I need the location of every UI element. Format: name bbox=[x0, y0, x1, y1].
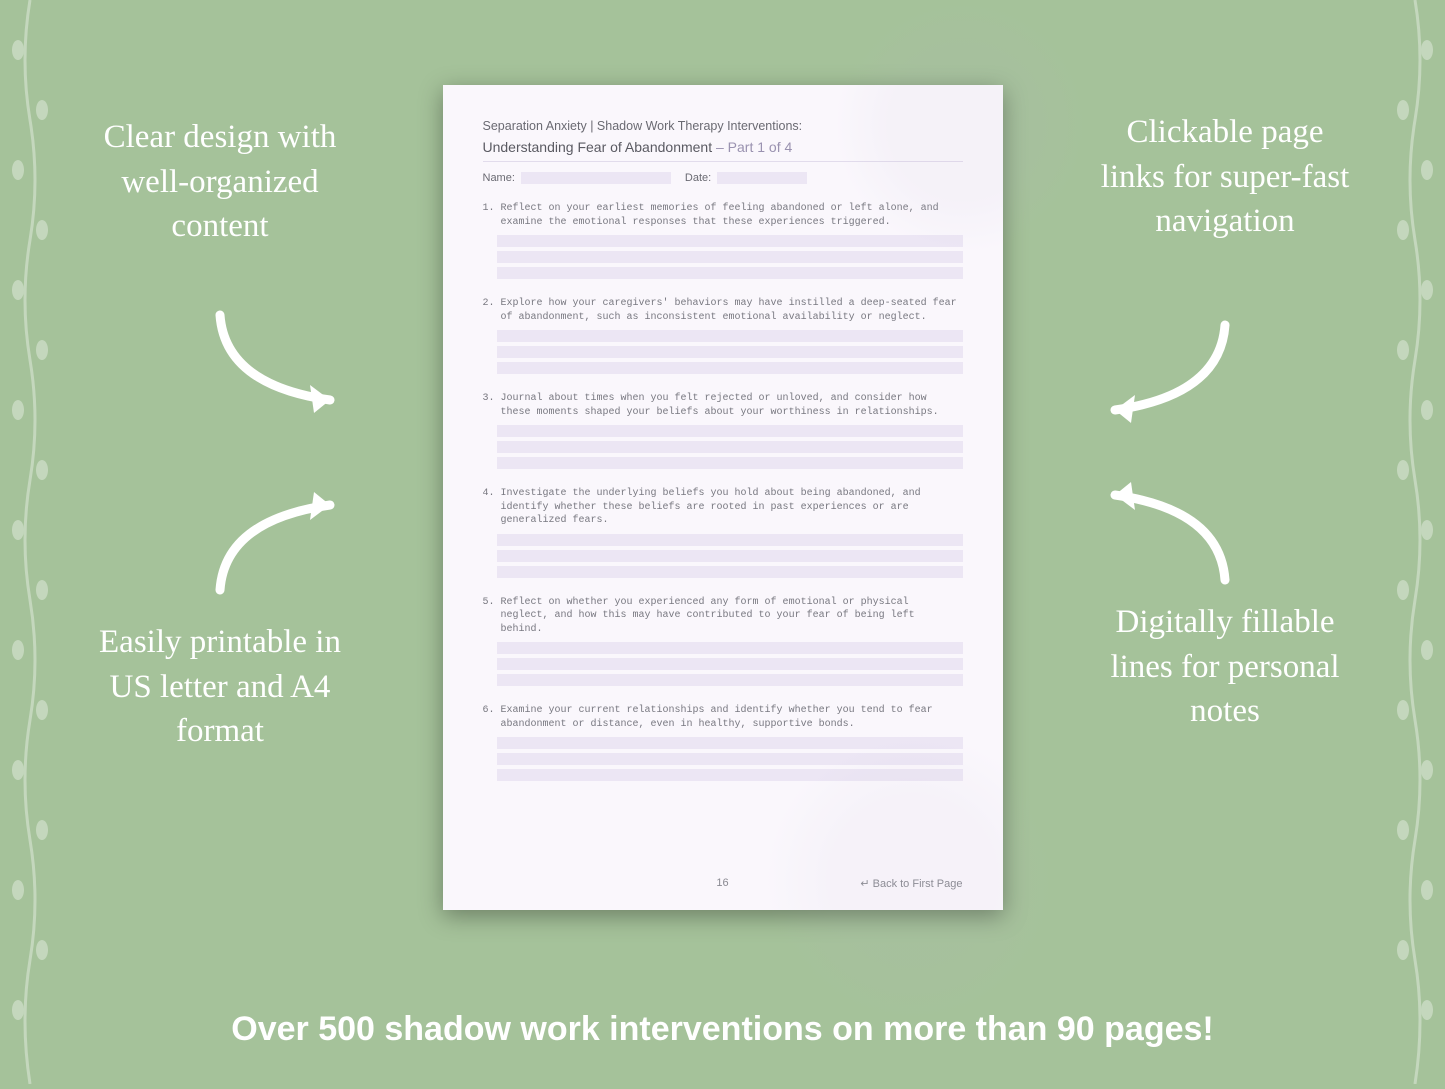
prompt-body: Reflect on whether you experienced any f… bbox=[501, 596, 963, 637]
doc-title-line2: Understanding Fear of Abandonment – Part… bbox=[483, 139, 963, 155]
prompt-text: 4.Investigate the underlying beliefs you… bbox=[483, 487, 963, 528]
fillable-line[interactable] bbox=[497, 346, 963, 358]
prompts-list: 1.Reflect on your earliest memories of f… bbox=[483, 202, 963, 781]
name-label: Name: bbox=[483, 172, 515, 184]
fillable-line[interactable] bbox=[497, 753, 963, 765]
callout-top-left: Clear design with well-organized content bbox=[95, 115, 345, 249]
prompt-number: 6. bbox=[483, 704, 495, 731]
prompt-text: 3.Journal about times when you felt reje… bbox=[483, 392, 963, 419]
bottom-banner: Over 500 shadow work interventions on mo… bbox=[0, 1010, 1445, 1049]
date-input-line[interactable] bbox=[717, 172, 807, 184]
fillable-line[interactable] bbox=[497, 674, 963, 686]
arrow-top-right bbox=[1085, 315, 1245, 435]
fillable-lines bbox=[497, 425, 963, 469]
prompt-number: 2. bbox=[483, 297, 495, 324]
fillable-lines bbox=[497, 235, 963, 279]
fillable-line[interactable] bbox=[497, 330, 963, 342]
prompt-body: Reflect on your earliest memories of fee… bbox=[501, 202, 963, 229]
fillable-line[interactable] bbox=[497, 457, 963, 469]
date-label: Date: bbox=[685, 172, 711, 184]
prompt-body: Examine your current relationships and i… bbox=[501, 704, 963, 731]
prompt-text: 1.Reflect on your earliest memories of f… bbox=[483, 202, 963, 229]
page-footer: 16 ↵ Back to First Page bbox=[483, 877, 963, 890]
date-field: Date: bbox=[685, 172, 807, 184]
prompt-body: Journal about times when you felt reject… bbox=[501, 392, 963, 419]
prompt-number: 4. bbox=[483, 487, 495, 528]
arrow-bottom-right bbox=[1085, 470, 1245, 590]
fillable-lines bbox=[497, 534, 963, 578]
fillable-line[interactable] bbox=[497, 534, 963, 546]
callout-bottom-right: Digitally fillable lines for personal no… bbox=[1095, 600, 1355, 734]
fillable-line[interactable] bbox=[497, 362, 963, 374]
page-number: 16 bbox=[716, 877, 728, 889]
prompt-item: 1.Reflect on your earliest memories of f… bbox=[483, 202, 963, 279]
prompt-item: 2.Explore how your caregivers' behaviors… bbox=[483, 297, 963, 374]
document-page: Separation Anxiety | Shadow Work Therapy… bbox=[443, 85, 1003, 910]
fillable-line[interactable] bbox=[497, 642, 963, 654]
prompt-number: 1. bbox=[483, 202, 495, 229]
prompt-number: 5. bbox=[483, 596, 495, 637]
fillable-line[interactable] bbox=[497, 267, 963, 279]
fillable-line[interactable] bbox=[497, 550, 963, 562]
fillable-line[interactable] bbox=[497, 441, 963, 453]
prompt-text: 2.Explore how your caregivers' behaviors… bbox=[483, 297, 963, 324]
arrow-top-left bbox=[200, 305, 360, 425]
callout-bottom-left: Easily printable in US letter and A4 for… bbox=[90, 620, 350, 754]
fillable-line[interactable] bbox=[497, 251, 963, 263]
fillable-lines bbox=[497, 642, 963, 686]
decorative-vine-right bbox=[1385, 0, 1445, 1084]
doc-title-main: Understanding Fear of Abandonment bbox=[483, 139, 717, 155]
prompt-item: 6.Examine your current relationships and… bbox=[483, 704, 963, 781]
name-field: Name: bbox=[483, 172, 671, 184]
prompt-number: 3. bbox=[483, 392, 495, 419]
fillable-line[interactable] bbox=[497, 658, 963, 670]
doc-title-line1: Separation Anxiety | Shadow Work Therapy… bbox=[483, 119, 963, 133]
prompt-item: 4.Investigate the underlying beliefs you… bbox=[483, 487, 963, 578]
back-to-first-page-link[interactable]: ↵ Back to First Page bbox=[860, 877, 962, 890]
fillable-line[interactable] bbox=[497, 769, 963, 781]
arrow-bottom-left bbox=[200, 480, 360, 600]
prompt-item: 3.Journal about times when you felt reje… bbox=[483, 392, 963, 469]
fillable-lines bbox=[497, 737, 963, 781]
meta-row: Name: Date: bbox=[483, 172, 963, 184]
prompt-body: Explore how your caregivers' behaviors m… bbox=[501, 297, 963, 324]
decorative-vine-left bbox=[0, 0, 60, 1084]
title-divider bbox=[483, 161, 963, 162]
fillable-line[interactable] bbox=[497, 425, 963, 437]
fillable-line[interactable] bbox=[497, 737, 963, 749]
prompt-text: 5.Reflect on whether you experienced any… bbox=[483, 596, 963, 637]
prompt-body: Investigate the underlying beliefs you h… bbox=[501, 487, 963, 528]
prompt-text: 6.Examine your current relationships and… bbox=[483, 704, 963, 731]
name-input-line[interactable] bbox=[521, 172, 671, 184]
fillable-line[interactable] bbox=[497, 566, 963, 578]
doc-title-part: – Part 1 of 4 bbox=[716, 139, 792, 155]
fillable-lines bbox=[497, 330, 963, 374]
prompt-item: 5.Reflect on whether you experienced any… bbox=[483, 596, 963, 687]
fillable-line[interactable] bbox=[497, 235, 963, 247]
callout-top-right: Clickable page links for super-fast navi… bbox=[1100, 110, 1350, 244]
